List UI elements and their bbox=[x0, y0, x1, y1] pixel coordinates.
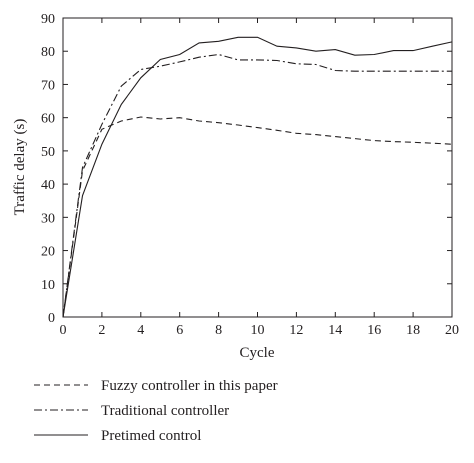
y-tick-label: 30 bbox=[41, 211, 55, 226]
series-lines bbox=[62, 36, 453, 318]
legend-label-2: Traditional controller bbox=[101, 403, 229, 419]
x-tick-label: 6 bbox=[176, 323, 183, 338]
x-tick-label: 0 bbox=[60, 323, 67, 338]
series-line-3 bbox=[62, 36, 453, 318]
x-axis-label: Cycle bbox=[240, 345, 275, 361]
y-tick-label: 10 bbox=[41, 278, 55, 293]
y-tick-label: 70 bbox=[41, 78, 55, 93]
x-tick-label: 20 bbox=[445, 323, 459, 338]
x-tick-label: 4 bbox=[137, 323, 144, 338]
y-tick-label: 0 bbox=[48, 311, 55, 326]
x-tick-label: 2 bbox=[98, 323, 105, 338]
y-tick-label: 60 bbox=[41, 112, 55, 127]
y-axis-label: Traffic delay (s) bbox=[12, 119, 28, 216]
x-tick-label: 8 bbox=[215, 323, 222, 338]
x-tick-label: 10 bbox=[251, 323, 265, 338]
series-line-1 bbox=[62, 116, 453, 318]
y-tick-label: 90 bbox=[41, 12, 55, 27]
plot-area-frame bbox=[62, 17, 453, 318]
legend-label-1: Fuzzy controller in this paper bbox=[101, 378, 278, 394]
legend: Fuzzy controller in this paper Traditiona… bbox=[34, 378, 278, 444]
x-tick-label: 14 bbox=[328, 323, 342, 338]
y-tick-label: 50 bbox=[41, 145, 55, 160]
legend-label-3: Pretimed control bbox=[101, 428, 201, 444]
axis-ticks: 0 2 4 6 8 10 12 14 16 18 20 0 10 20 30 40 50 60 70 80 90 bbox=[41, 12, 459, 338]
y-tick-label: 40 bbox=[41, 178, 55, 193]
x-tick-label: 18 bbox=[406, 323, 420, 338]
x-tick-label: 16 bbox=[367, 323, 381, 338]
series-line-2 bbox=[62, 53, 452, 318]
y-tick-label: 80 bbox=[41, 45, 55, 60]
y-tick-label: 20 bbox=[41, 245, 55, 260]
x-tick-label: 12 bbox=[289, 323, 303, 338]
